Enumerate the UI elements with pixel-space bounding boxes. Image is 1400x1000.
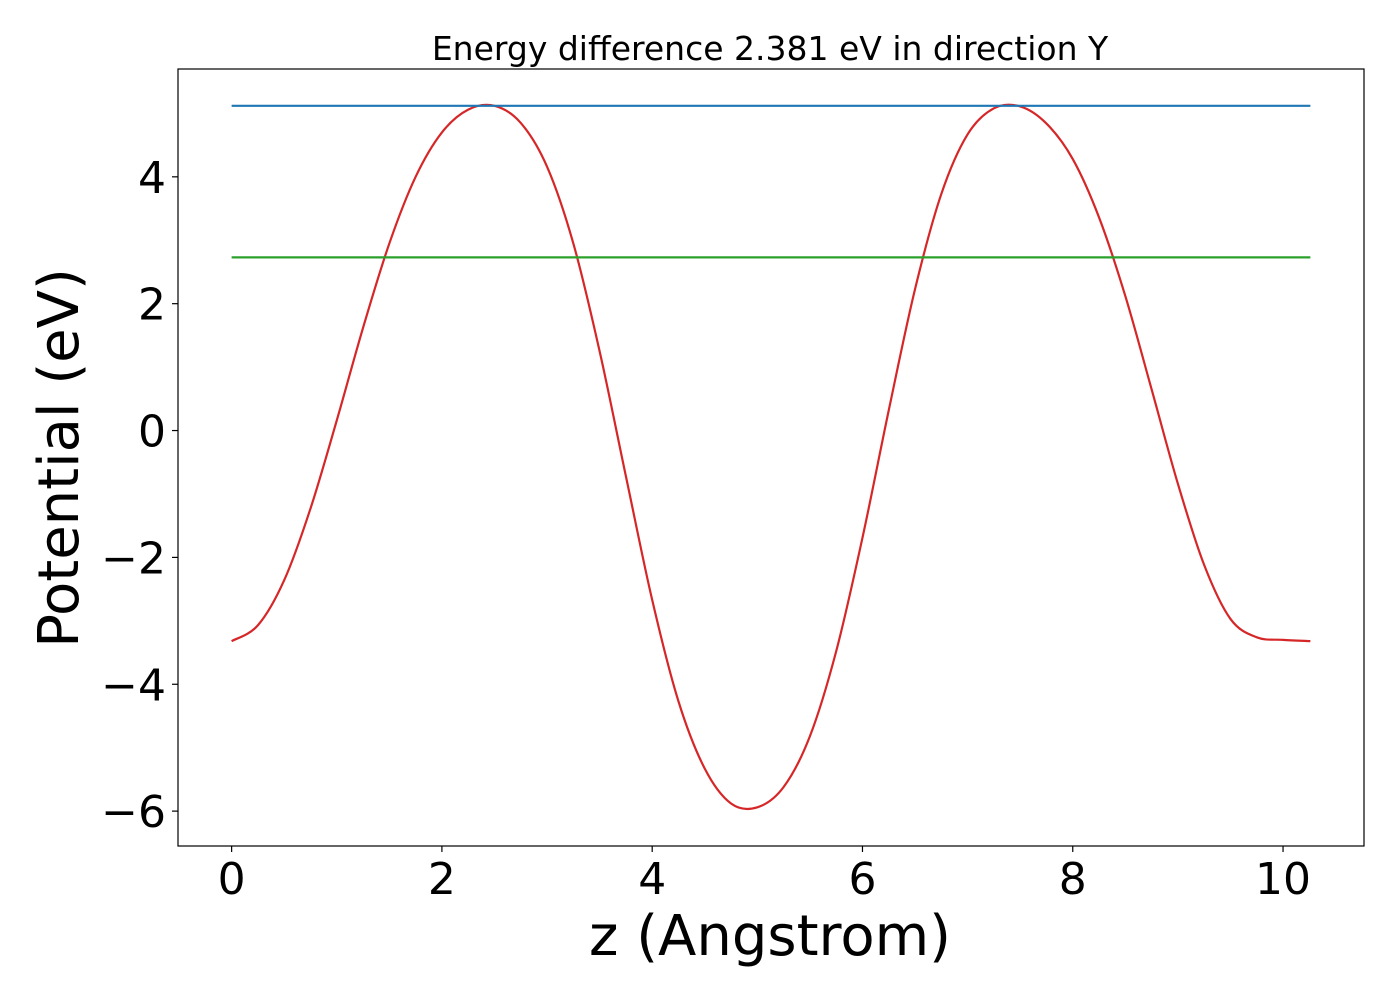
y-tick-label: −4 — [101, 660, 166, 711]
y-axis-ticks: −6 −4 −2 0 2 4 — [101, 153, 178, 838]
series-layer — [231, 103, 1311, 811]
x-tick-label: 6 — [848, 854, 876, 905]
x-tick-label: 10 — [1255, 854, 1311, 905]
y-axis-label: Potential (eV) — [27, 268, 92, 648]
x-tick-label: 0 — [218, 854, 246, 905]
y-tick-label: 0 — [138, 407, 166, 458]
plot-area-frame — [177, 68, 1365, 847]
y-tick-label: −2 — [101, 533, 166, 584]
x-axis-label: z (Angstrom) — [589, 904, 951, 969]
y-tick-label: 4 — [138, 153, 166, 204]
x-axis-ticks: 0 2 4 6 8 10 — [218, 846, 1311, 905]
series-line-1 — [231, 103, 1311, 811]
y-tick-label: 2 — [138, 280, 166, 331]
chart-title: Energy difference 2.381 eV in direction … — [432, 29, 1109, 68]
x-tick-label: 2 — [428, 854, 456, 905]
y-tick-label: −6 — [101, 787, 166, 838]
x-tick-label: 8 — [1059, 854, 1087, 905]
x-tick-label: 4 — [638, 854, 666, 905]
